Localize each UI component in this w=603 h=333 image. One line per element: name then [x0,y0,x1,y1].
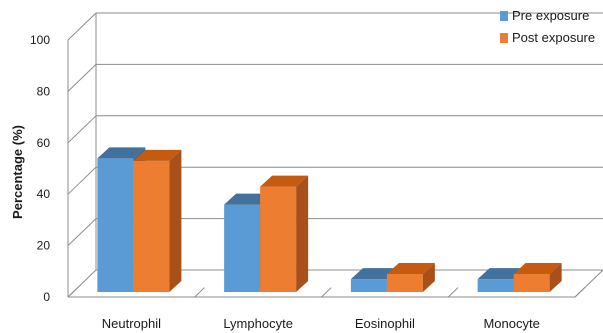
bar-top [133,149,182,161]
bar-side [422,263,435,292]
bar-side [549,263,562,292]
bar-top [260,175,309,187]
bar-top [386,263,435,275]
y-tick-label: 80 [37,84,51,98]
gridline-side [67,218,97,246]
bar-front [386,274,423,292]
gridline-side [67,166,97,195]
y-axis-label: Percentage (%) [10,125,25,219]
y-tick-label: 0 [43,290,50,304]
bar-side [296,175,309,292]
floor-tick [447,287,459,298]
x-tick-label: Eosinophil [355,316,415,331]
bar [260,175,309,292]
floor-tick [321,287,332,298]
legend-swatch [500,11,508,21]
legend-swatch [500,33,508,43]
x-tick-label: Neutrophil [102,316,161,331]
x-tick-labels: Neutrophil Lymphocyte Eosinophil Monocyte [102,316,540,331]
x-tick-label: Lymphocyte [223,316,293,331]
gridline-side [67,12,97,41]
bar-front [260,186,297,292]
floor-tick [574,287,586,298]
bars [97,147,562,292]
legend-label: Pre exposure [512,8,589,23]
legend: Pre exposure Post exposure [500,8,595,45]
y-tick-label: 100 [30,33,50,47]
bar [513,263,562,292]
bar [133,149,182,292]
y-tick-label: 40 [37,187,51,201]
x-tick-label: Monocyte [483,316,539,331]
bar-top [97,147,146,159]
bar-front [133,160,170,292]
bar-front [513,274,550,292]
y-tick-labels: 0 20 40 60 80 100 [30,33,50,304]
axes [67,13,603,298]
bar-front [97,158,134,292]
bar-front [477,279,514,292]
gridline-side [67,115,97,144]
gridline-side [67,64,97,92]
y-tick-label: 60 [37,136,51,150]
bar-top [513,263,562,275]
bar-front [350,279,387,292]
floor-tick [67,287,79,298]
bar [386,263,435,292]
bar-front [224,204,261,292]
legend-label: Post exposure [512,30,595,45]
y-tick-label: 20 [37,239,51,253]
floor-tick [194,287,205,298]
bar-side [169,149,182,292]
